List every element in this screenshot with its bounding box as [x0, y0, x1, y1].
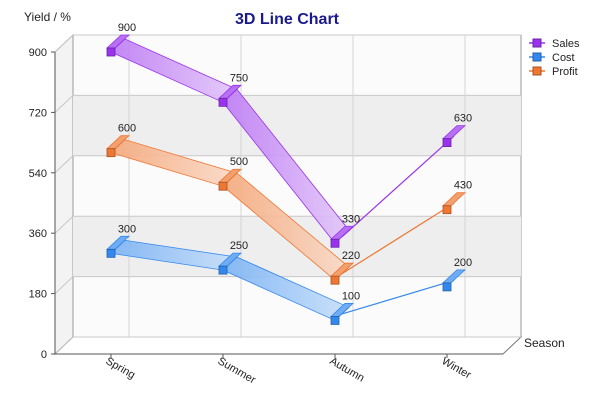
- y-tick-label: 720: [29, 107, 47, 119]
- point-marker: [106, 148, 116, 158]
- gridline-side: [54, 95, 74, 113]
- point-marker: [218, 181, 228, 191]
- y-tick-label: 180: [29, 289, 47, 301]
- data-label: 200: [454, 257, 472, 269]
- y-axis-label: Yield / %: [24, 10, 71, 24]
- x-tick-label: Spring: [104, 355, 138, 381]
- gridline-side: [54, 34, 74, 53]
- legend-label: Profit: [552, 66, 578, 78]
- point-marker: [442, 205, 452, 215]
- x-axis-label: Season: [524, 336, 565, 350]
- gridline-side: [54, 155, 74, 174]
- x-tick-label: Summer: [216, 355, 258, 386]
- point-marker: [330, 275, 340, 285]
- data-label: 430: [454, 180, 472, 192]
- data-label: 330: [342, 213, 360, 225]
- legend-label: Cost: [552, 52, 575, 64]
- gridline-side: [54, 215, 74, 234]
- data-label: 250: [230, 240, 248, 252]
- series-profit: [105, 135, 467, 285]
- legend-item-sales: Sales: [529, 38, 580, 50]
- data-label: 100: [342, 290, 360, 302]
- point-marker: [330, 316, 340, 325]
- series-segment: [341, 279, 455, 315]
- data-label: 500: [230, 156, 248, 168]
- data-label: 900: [118, 22, 136, 34]
- y-tick-label: 0: [41, 349, 47, 361]
- legend-label: Sales: [552, 38, 580, 50]
- gridline-side: [54, 336, 74, 355]
- data-label: 220: [342, 250, 360, 262]
- side-wall: [54, 33, 74, 356]
- data-label: 630: [454, 113, 472, 125]
- series-cost: [105, 235, 467, 325]
- data-labels: 900 750 330 630 300 250 100 200 600 500 220 430: [118, 22, 472, 302]
- legend-swatch: [532, 66, 542, 76]
- series-sales: [105, 34, 467, 248]
- series-segment: [341, 135, 455, 238]
- y-tick-label: 900: [29, 47, 47, 59]
- series-layer: [105, 34, 467, 325]
- legend-item-cost: Cost: [529, 52, 575, 64]
- legend-swatch: [532, 38, 542, 48]
- point-marker: [106, 47, 116, 57]
- floor: [53, 336, 523, 355]
- point-marker: [442, 138, 452, 148]
- y-tick-label: 360: [29, 228, 47, 240]
- legend: Sales Cost Profit: [529, 38, 580, 78]
- series-segment: [341, 202, 455, 275]
- data-label: 750: [230, 72, 248, 84]
- legend-swatch: [532, 52, 542, 62]
- point-marker: [218, 265, 228, 275]
- y-tick-label: 540: [29, 168, 47, 180]
- point-marker: [106, 248, 116, 258]
- chart-walls: [53, 33, 523, 356]
- point-marker: [218, 97, 228, 107]
- data-label: 600: [118, 123, 136, 135]
- gridline-side: [54, 276, 74, 294]
- data-label: 300: [118, 223, 136, 235]
- x-tick-label: Winter: [440, 355, 474, 381]
- x-tick-label: Autumn: [328, 355, 367, 384]
- legend-item-profit: Profit: [529, 66, 578, 78]
- point-marker: [442, 282, 452, 292]
- chart-title: 3D Line Chart: [235, 11, 340, 28]
- point-marker: [330, 238, 340, 248]
